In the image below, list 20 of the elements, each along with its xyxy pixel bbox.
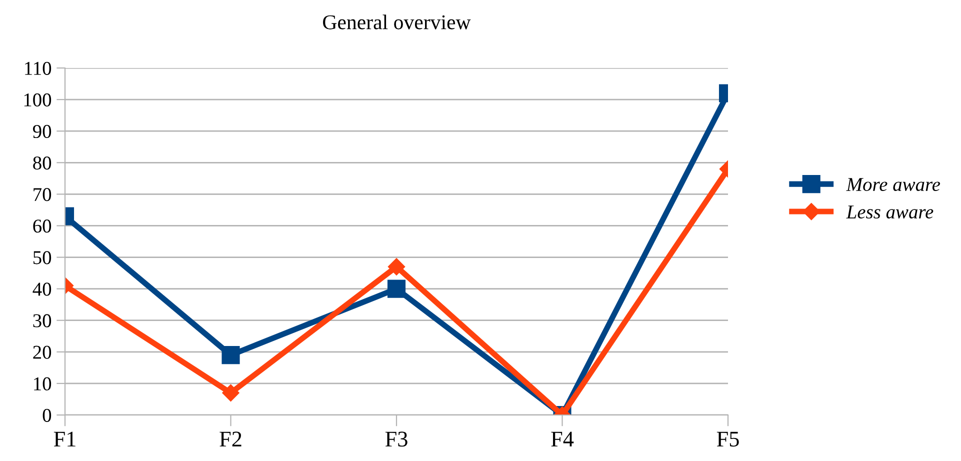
y-tick-label: 40 [32,282,52,296]
y-tick-label: 100 [24,93,52,106]
y-tick-label: 80 [33,156,52,170]
y-tick-label: 50 [33,251,52,264]
chart-title: General overview [323,14,471,30]
y-tick-label: 10 [34,377,52,390]
legend-label: More aware [846,178,940,192]
x-tick-label: F1 [54,432,76,446]
y-tick-label: 110 [25,62,52,75]
y-tick-label: 60 [33,220,52,233]
y-tick-label: 70 [34,188,52,202]
x-tick-label: F4 [551,432,574,446]
y-tick-label: 90 [32,124,52,138]
y-tick-label: 0 [42,408,52,422]
y-tick-label: 20 [33,346,52,359]
x-tick-label: F5 [716,432,739,447]
x-tick-label: F2 [220,432,242,446]
x-tick-label: F3 [385,432,408,447]
legend-label: Less aware [846,206,934,219]
y-tick-label: 30 [33,314,52,328]
